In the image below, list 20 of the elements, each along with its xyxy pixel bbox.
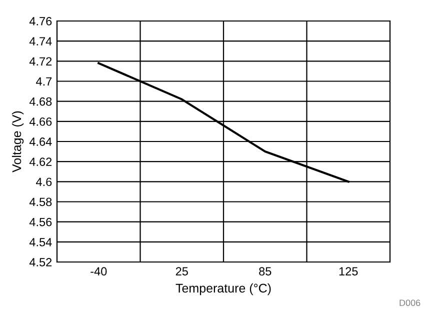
y-tick-label: 4.66 bbox=[29, 117, 52, 126]
y-tick-label: 4.6 bbox=[36, 178, 52, 186]
y-tick-label: 4.62 bbox=[29, 158, 52, 166]
x-tick-label: 25 bbox=[176, 267, 188, 276]
x-tick-label: -40 bbox=[90, 267, 107, 276]
y-tick-label: 4.76 bbox=[29, 17, 52, 26]
x-tick-label: 85 bbox=[259, 267, 272, 276]
y-axis-title: Voltage (V) bbox=[12, 111, 24, 172]
y-tick-label: 4.54 bbox=[29, 238, 52, 246]
text: D006 bbox=[400, 300, 420, 306]
y-tick-label: 4.72 bbox=[29, 57, 52, 66]
y-tick-label: 4.7 bbox=[36, 77, 52, 86]
y-tick-label: 4.58 bbox=[29, 198, 52, 206]
y-tick-label: 4.56 bbox=[29, 218, 52, 226]
y-tick-label: 4.68 bbox=[29, 97, 52, 106]
x-tick-label: 125 bbox=[339, 267, 358, 276]
x-axis-title: Temperature (°C) bbox=[176, 283, 271, 296]
y-tick-label: 4.52 bbox=[29, 258, 52, 266]
y-tick-label: 4.64 bbox=[29, 138, 52, 146]
y-tick-label: 4.74 bbox=[29, 37, 52, 46]
